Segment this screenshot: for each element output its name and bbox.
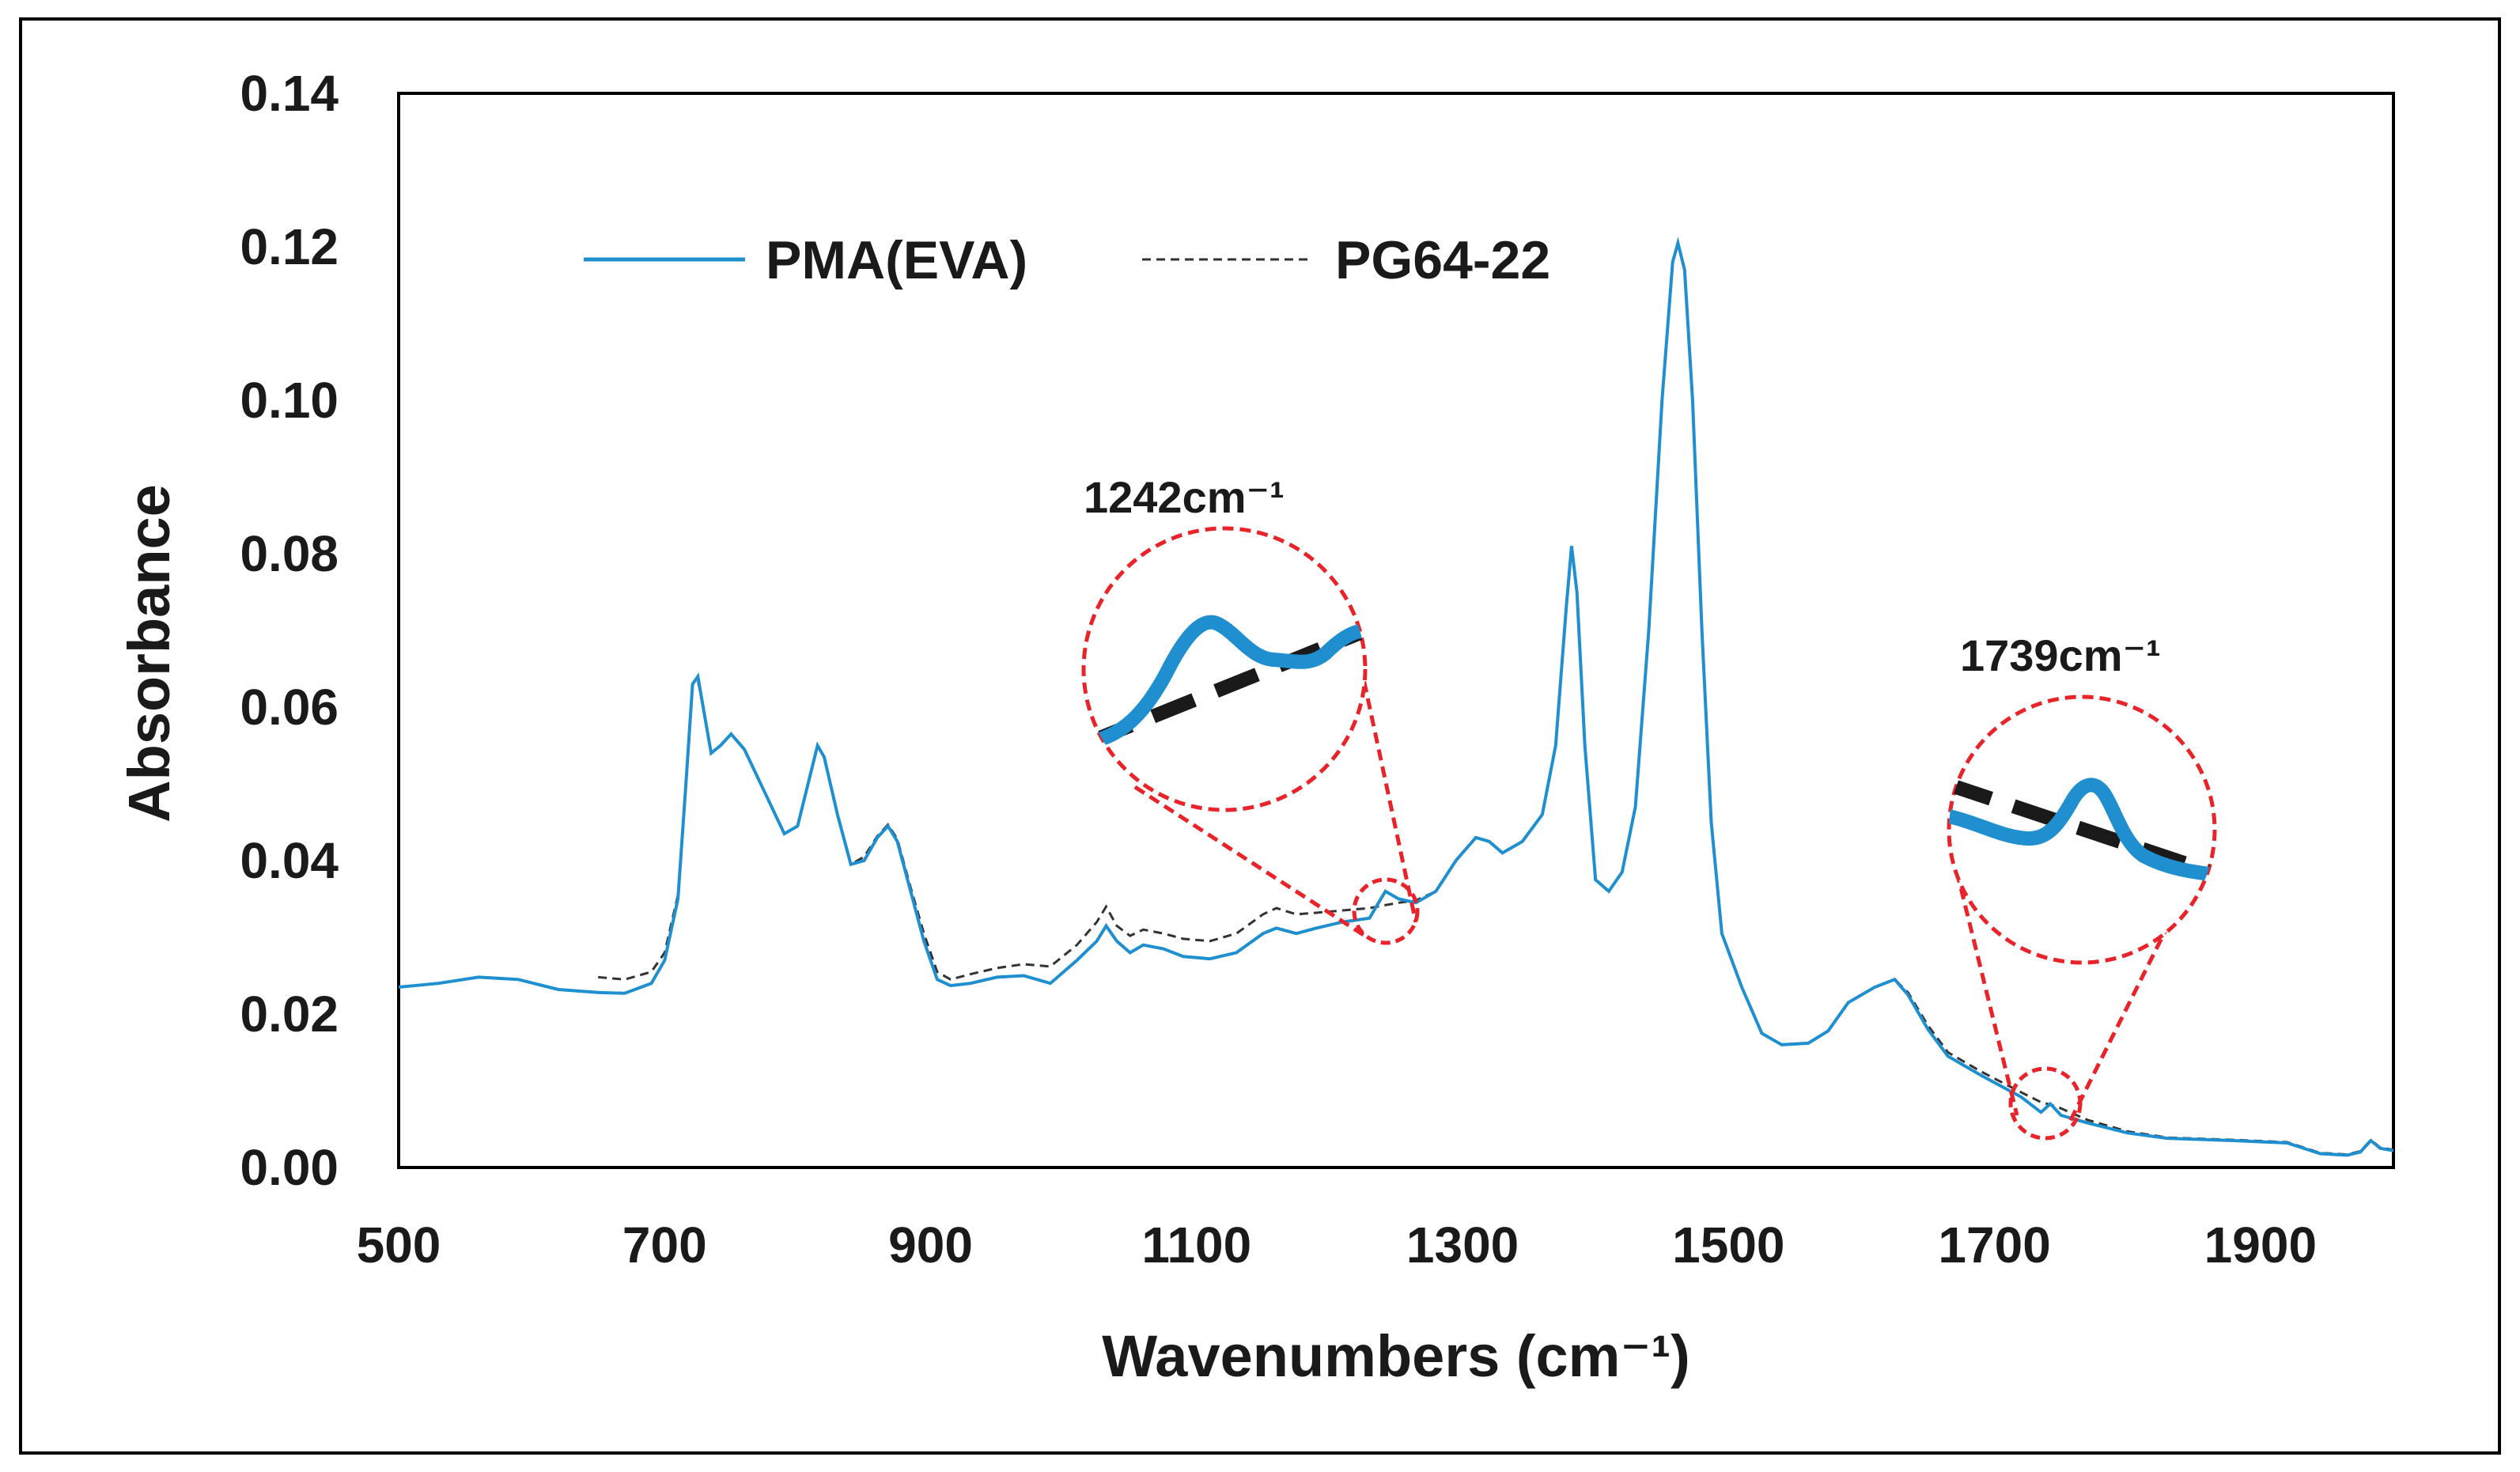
annotation-1242-connector-left	[1133, 785, 1370, 940]
inset-1242-pma-line	[1084, 615, 1365, 749]
inset-1739-pma-line	[1949, 778, 2215, 882]
y-tick-label: 0.00	[240, 1139, 339, 1196]
x-axis-ticks: 500 700 900 1100 1300 1500 1700 1900	[357, 1217, 2317, 1273]
x-tick-label: 1100	[1141, 1217, 1251, 1273]
y-tick-label: 0.02	[240, 986, 339, 1043]
x-tick-label: 1300	[1406, 1217, 1519, 1273]
annotation-1739-connector-left	[1954, 871, 2019, 1116]
annotation-1242-connector-right	[1358, 664, 1418, 923]
annotation-1242-marker	[1352, 877, 1420, 945]
y-tick-label: 0.04	[240, 832, 339, 889]
y-axis-title: Absorbance	[116, 484, 182, 823]
x-tick-label: 900	[888, 1217, 973, 1273]
y-tick-label: 0.14	[240, 65, 339, 122]
annotation-1242-inset	[1081, 526, 1368, 812]
x-tick-label: 1700	[1938, 1217, 2050, 1273]
legend-label-pg64-22: PG64-22	[1335, 230, 1550, 290]
y-tick-label: 0.10	[240, 372, 339, 429]
inset-1739-pg-line	[1949, 778, 2215, 880]
annotation-1739-connector-right	[2067, 906, 2179, 1125]
annotation-1242-label: 1242cm⁻¹	[1084, 472, 1285, 522]
y-tick-label: 0.06	[240, 679, 339, 736]
y-tick-label: 0.08	[240, 525, 339, 582]
x-tick-label: 1900	[2204, 1217, 2317, 1273]
inset-1242-pg-line	[1087, 626, 1364, 749]
annotation-1739: 1739cm⁻¹	[1947, 630, 2217, 1141]
x-tick-label: 500	[357, 1217, 441, 1273]
x-tick-label: 1500	[1672, 1217, 1784, 1273]
legend-label-pma-eva: PMA(EVA)	[766, 230, 1027, 290]
annotation-1242: 1242cm⁻¹	[1081, 472, 1420, 945]
annotation-1739-label: 1739cm⁻¹	[1960, 630, 2161, 680]
x-axis-title: Wavenumbers (cm⁻¹)	[1102, 1323, 1690, 1389]
y-tick-label: 0.12	[240, 218, 339, 275]
y-axis-ticks: 0.00 0.02 0.04 0.06 0.08 0.10 0.12 0.14	[240, 65, 339, 1196]
series-line-pma-eva	[399, 237, 2393, 1157]
x-tick-label: 700	[622, 1217, 707, 1273]
legend: PMA(EVA) PG64-22	[584, 230, 1550, 290]
plot-area	[397, 92, 2395, 1169]
